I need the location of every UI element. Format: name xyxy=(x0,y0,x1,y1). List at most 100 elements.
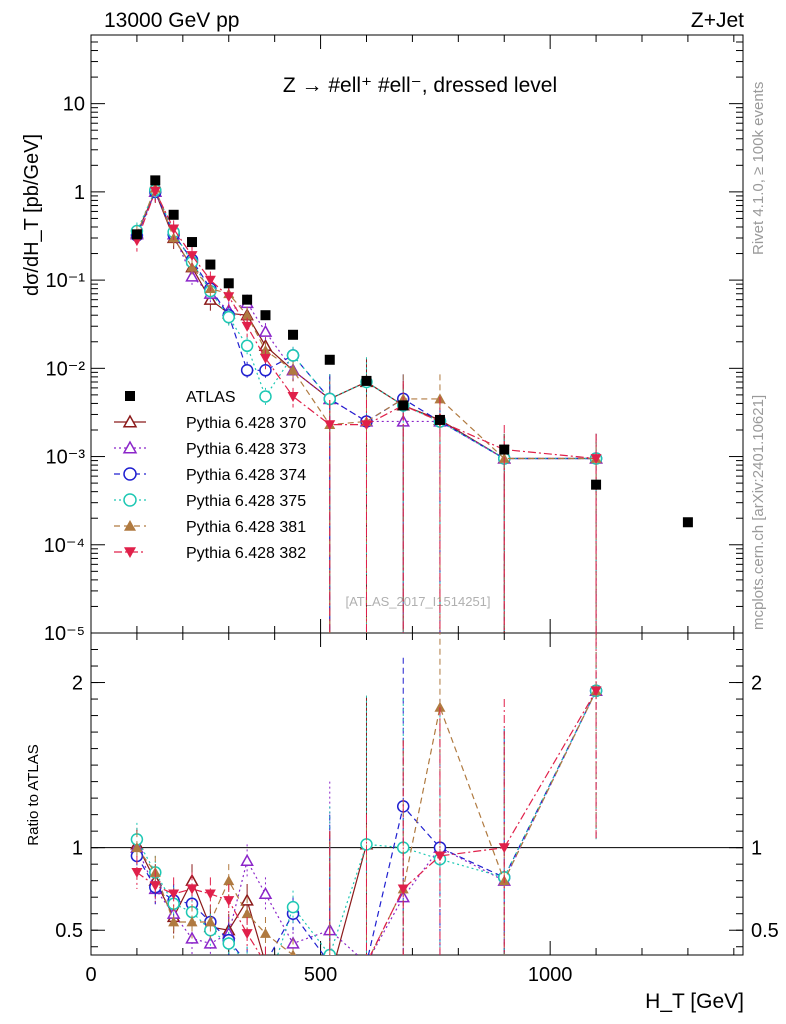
legend-item: Pythia 6.428 382 xyxy=(114,545,306,562)
legend-label: Pythia 6.428 381 xyxy=(186,519,306,536)
ratio-y-tick-label-right: 0.5 xyxy=(751,920,779,942)
x-axis-title: H_T [GeV] xyxy=(645,990,744,1013)
energy-label: 13000 GeV pp xyxy=(104,9,239,32)
ratio-point xyxy=(258,886,273,900)
ratio-point xyxy=(186,884,198,895)
y-tick-label: 10⁻⁴ xyxy=(44,535,85,557)
ratio-point xyxy=(240,853,254,867)
ratio-series xyxy=(131,633,602,985)
data-point xyxy=(241,321,253,332)
data-point xyxy=(287,364,299,375)
legend-marker xyxy=(123,467,137,481)
atlas-point xyxy=(205,259,216,270)
data-point xyxy=(186,261,198,272)
atlas-point xyxy=(242,294,253,305)
y-tick-label: 10 xyxy=(63,94,85,116)
atlas-point xyxy=(434,414,445,425)
ratio-point xyxy=(242,958,253,969)
legend-label: Pythia 6.428 375 xyxy=(186,493,306,510)
legend: ATLAS Pythia 6.428 370 Pythia 6.428 373 Pyt… xyxy=(114,389,306,562)
ratio-point xyxy=(131,842,143,853)
ratio-point xyxy=(361,958,372,969)
data-point xyxy=(259,364,272,377)
legend-item: Pythia 6.428 374 xyxy=(114,467,306,484)
y-tick-label: 10⁻⁵ xyxy=(44,623,85,645)
data-point xyxy=(360,420,372,431)
legend-label: Pythia 6.428 370 xyxy=(186,415,306,432)
y-tick-label: 1 xyxy=(74,182,85,204)
ratio-point xyxy=(241,929,253,940)
ratio-point xyxy=(434,851,446,862)
ratio-point xyxy=(498,843,510,854)
legend-label: Pythia 6.428 373 xyxy=(186,441,306,458)
ratio-y-tick-label: 2 xyxy=(72,673,83,695)
ratio-point xyxy=(149,881,161,892)
legend-marker xyxy=(124,520,136,531)
ratio-panel-frame xyxy=(90,632,744,956)
ratio-point xyxy=(242,958,253,969)
data-point xyxy=(259,353,271,364)
x-tick-label: 0 xyxy=(85,964,96,986)
series-line xyxy=(136,189,597,460)
ratio-point xyxy=(203,936,218,949)
data-point xyxy=(186,251,198,262)
data-point xyxy=(324,420,336,431)
ratio-point xyxy=(590,686,602,697)
atlas-point xyxy=(361,375,372,386)
ratio-point xyxy=(168,889,180,900)
legend-marker xyxy=(122,440,138,454)
atlas-point xyxy=(591,479,602,490)
atlas-point xyxy=(260,310,271,321)
ratio-point xyxy=(186,916,198,927)
ratio-point xyxy=(361,958,372,968)
y-tick-label: 10⁻² xyxy=(46,358,86,380)
series-atlas xyxy=(131,175,693,528)
data-point xyxy=(241,309,253,320)
ratio-point xyxy=(222,937,235,950)
ratio-ylabel: Ratio to ATLAS xyxy=(25,744,42,845)
main-panel-frame xyxy=(90,34,744,634)
data-point xyxy=(240,364,254,377)
series-382 xyxy=(131,182,602,633)
ratio-point xyxy=(397,884,409,895)
atlas-point xyxy=(682,517,693,528)
legend-marker xyxy=(124,547,136,558)
ratio-point xyxy=(361,959,372,969)
main-ylabel: dσ/dH_T [pb/GeV] xyxy=(21,134,43,296)
ratio-series-layer xyxy=(130,633,603,985)
analysis-watermark: [ATLAS_2017_I1514251] xyxy=(345,594,490,609)
legend-marker xyxy=(125,391,135,401)
atlas-point xyxy=(131,229,142,240)
legend-item: Pythia 6.428 373 xyxy=(114,440,306,458)
legend-item: ATLAS xyxy=(125,389,236,406)
ratio-y-tick-label-right: 1 xyxy=(751,838,762,860)
data-point xyxy=(222,310,235,324)
data-point xyxy=(168,224,180,235)
legend-label: ATLAS xyxy=(186,389,236,406)
ratio-y-tick-label: 0.5 xyxy=(55,920,83,942)
atlas-point xyxy=(499,444,510,455)
legend-label: Pythia 6.428 382 xyxy=(186,545,306,562)
y-tick-label: 10⁻¹ xyxy=(46,270,86,292)
series-line xyxy=(136,190,597,460)
y-tick-label: 10⁻³ xyxy=(46,447,86,469)
ratio-point xyxy=(223,875,235,886)
ratio-point xyxy=(286,900,300,914)
ratio-point xyxy=(260,958,271,969)
ratio-point xyxy=(288,975,299,985)
data-point xyxy=(149,186,161,197)
legend-item: Pythia 6.428 381 xyxy=(114,519,306,536)
atlas-point xyxy=(324,354,335,365)
analysis-title: Z → #ell⁺ #ell⁻, dressed level xyxy=(283,74,557,97)
ratio-y-tick-label: 1 xyxy=(72,838,83,860)
data-point xyxy=(204,275,216,286)
ratio-y-tick-label-right: 2 xyxy=(751,673,762,695)
atlas-point xyxy=(168,209,179,220)
data-point xyxy=(223,292,235,303)
ratio-axis-ticks: 2 21 10.5 0.50 500 1000 xyxy=(55,633,779,986)
atlas-point xyxy=(223,278,234,289)
legend-label: Pythia 6.428 374 xyxy=(186,467,306,484)
ratio-point xyxy=(204,916,216,927)
ratio-point xyxy=(259,928,271,938)
